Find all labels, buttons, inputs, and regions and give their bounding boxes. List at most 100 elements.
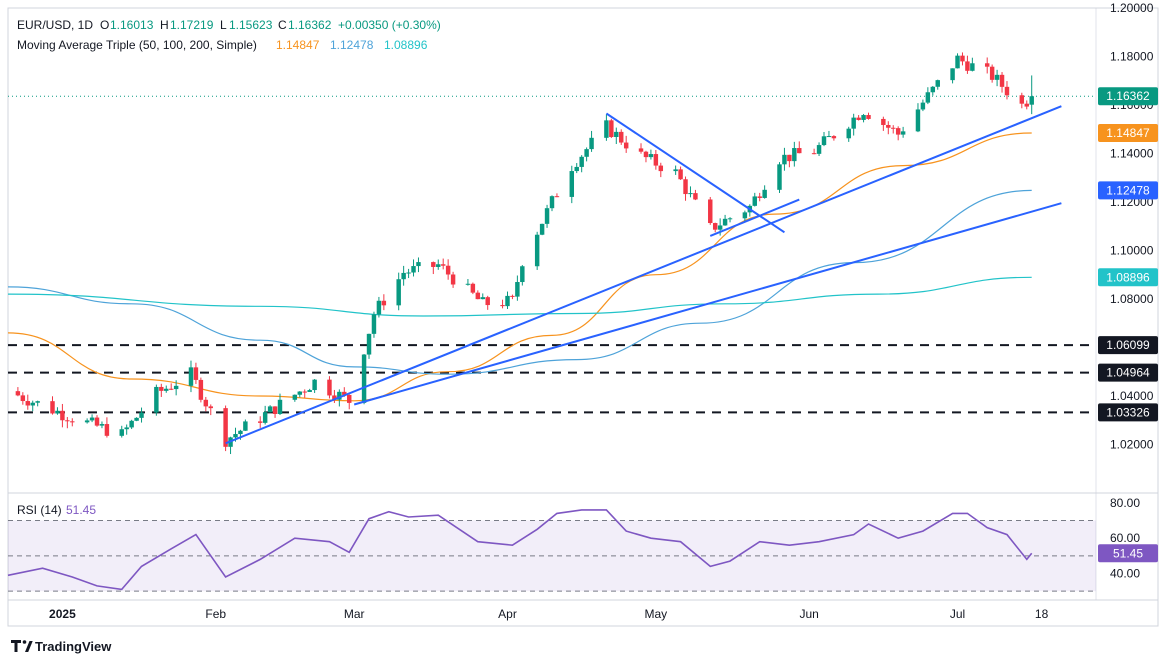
candle-body — [347, 394, 352, 403]
trendline[interactable] — [709, 198, 800, 237]
ma-line-ma100 — [7, 189, 1032, 375]
price-tick-label: 1.14000 — [1110, 147, 1154, 161]
candle-body — [757, 196, 762, 198]
candle-body — [891, 127, 896, 129]
rsi-title[interactable]: RSI (14) — [17, 503, 62, 517]
candle-body — [134, 417, 139, 421]
time-tick-label: Mar — [344, 607, 365, 621]
ohlc-change: +0.00350 (+0.30%) — [338, 18, 441, 32]
ma-line-ma200 — [7, 276, 1032, 317]
candle-body — [797, 148, 802, 154]
candle-body — [406, 272, 411, 274]
candle-body — [450, 274, 456, 285]
candle-body — [999, 74, 1005, 87]
candle-body — [50, 401, 55, 414]
candle-body — [727, 218, 733, 220]
candle-body — [643, 151, 649, 158]
ohlc-high: 1.17219 — [170, 18, 214, 32]
candle-body — [307, 390, 312, 392]
price-label-text: 1.12478 — [1106, 183, 1150, 197]
candle-body — [886, 124, 891, 128]
candle-body — [520, 266, 525, 283]
candle-body — [208, 406, 213, 409]
trendline[interactable] — [605, 112, 785, 234]
candle-body — [436, 264, 441, 267]
candle-body — [124, 427, 129, 430]
candle-body — [604, 120, 609, 138]
candle-body — [164, 388, 169, 391]
candle-body — [762, 189, 767, 198]
trendlines[interactable] — [225, 105, 1062, 445]
candle-body — [302, 391, 307, 393]
candle-body — [267, 406, 273, 413]
candle-body — [1004, 86, 1010, 96]
candle-body — [554, 196, 560, 198]
candle-body — [188, 367, 194, 386]
candle-body — [826, 136, 832, 138]
candle-body — [30, 402, 35, 406]
candle-body — [243, 421, 248, 431]
candle-body — [361, 354, 367, 403]
candle-body — [15, 391, 21, 396]
price-label-text: 1.06099 — [1106, 338, 1150, 352]
candle-body — [396, 279, 401, 306]
candle-body — [970, 63, 975, 71]
price-label-tag — [1098, 336, 1158, 355]
candle-body — [94, 417, 100, 426]
candle-body — [816, 145, 822, 154]
rsi-tick-label: 40.00 — [1110, 567, 1140, 581]
candle-body — [154, 386, 159, 413]
candle-body — [614, 131, 619, 138]
candle-body — [233, 434, 238, 438]
candle-body — [752, 196, 757, 206]
candle-body — [312, 379, 317, 391]
candle-body — [515, 282, 520, 297]
candle-body — [431, 262, 436, 267]
candle-body — [930, 86, 936, 93]
price-label-text: 1.03326 — [1106, 405, 1150, 419]
rsi-value-tag — [1098, 544, 1158, 563]
trendline[interactable] — [225, 105, 1062, 445]
branding-text[interactable]: TradingView — [35, 639, 112, 654]
candle-body — [717, 225, 723, 230]
ma200-value: 1.08896 — [384, 38, 428, 52]
trendline[interactable] — [353, 202, 1062, 406]
ma-legend-title[interactable]: Moving Average Triple (50, 100, 200, Sim… — [17, 38, 257, 52]
candle-body — [70, 421, 75, 423]
candle-body — [485, 297, 490, 306]
price-label-text: 1.14847 — [1106, 126, 1150, 140]
candle-body — [277, 399, 283, 414]
candle-body — [440, 264, 446, 266]
candle-body — [371, 314, 377, 334]
tradingview-logo-icon[interactable] — [11, 640, 33, 652]
candle-body — [846, 128, 851, 139]
candle-body — [203, 399, 209, 407]
rsi-pane[interactable] — [7, 509, 1096, 592]
candle-body — [994, 74, 1000, 80]
candle-body — [168, 388, 174, 390]
candles — [15, 52, 1034, 455]
candle-body — [984, 63, 990, 67]
candle-body — [792, 148, 797, 162]
time-tick-label: Apr — [498, 607, 517, 621]
candle-body — [609, 120, 614, 138]
candle-body — [638, 148, 644, 152]
candle-body — [104, 424, 110, 436]
candle-body — [129, 420, 134, 428]
candle-body — [1029, 96, 1034, 105]
price-label-tag — [1098, 181, 1158, 200]
rsi-line[interactable] — [7, 509, 1033, 591]
candle-body — [238, 430, 243, 435]
candle-body — [895, 128, 901, 135]
candle-body — [920, 102, 926, 110]
price-tick-label: 1.20000 — [1110, 1, 1154, 15]
candle-body — [861, 115, 866, 120]
time-tick-label: May — [645, 607, 668, 621]
candle-body — [272, 406, 278, 414]
candle-body — [584, 149, 589, 157]
candle-body — [787, 154, 792, 162]
candle-body — [223, 408, 228, 447]
main-pane[interactable] — [8, 8, 1096, 493]
candle-body — [25, 401, 31, 406]
